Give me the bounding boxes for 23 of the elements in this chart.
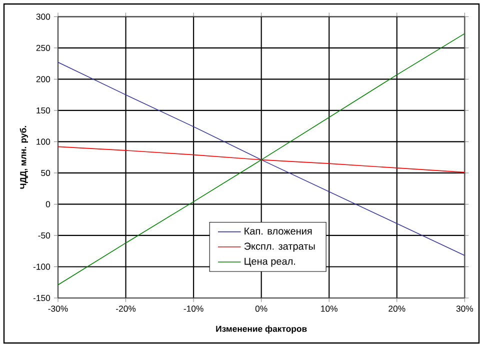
y-tick-label: 300 xyxy=(36,14,50,20)
y-tick-label: -150 xyxy=(33,294,50,302)
x-tick-label: 10% xyxy=(321,306,338,312)
y-tick-label: 50 xyxy=(41,170,50,176)
line-series xyxy=(58,146,466,173)
y-tick-label: 250 xyxy=(36,44,50,51)
x-tick-label: -20% xyxy=(116,306,136,312)
legend-label: Экспл. затраты xyxy=(244,242,315,252)
x-axis-title: Изменение факторов xyxy=(216,326,307,334)
y-tick-label: 150 xyxy=(36,107,50,114)
x-tick-label: 30% xyxy=(456,306,474,312)
x-tick-label: -10% xyxy=(184,306,204,312)
x-tick-label: 0% xyxy=(255,306,268,312)
y-tick-label: -50 xyxy=(38,232,50,239)
x-tick-label: 20% xyxy=(388,306,406,312)
y-axis-title: ЧДД, млн. руб. xyxy=(20,126,28,189)
y-tick-label: 200 xyxy=(36,76,50,82)
legend-label: Цена реал. xyxy=(244,258,296,267)
y-tick-label: 100 xyxy=(36,138,50,145)
y-tick-label: 0 xyxy=(46,201,50,208)
x-tick-label: -30% xyxy=(48,306,68,312)
y-tick-label: -100 xyxy=(33,264,50,270)
legend-label: Кап. вложения xyxy=(244,228,312,235)
